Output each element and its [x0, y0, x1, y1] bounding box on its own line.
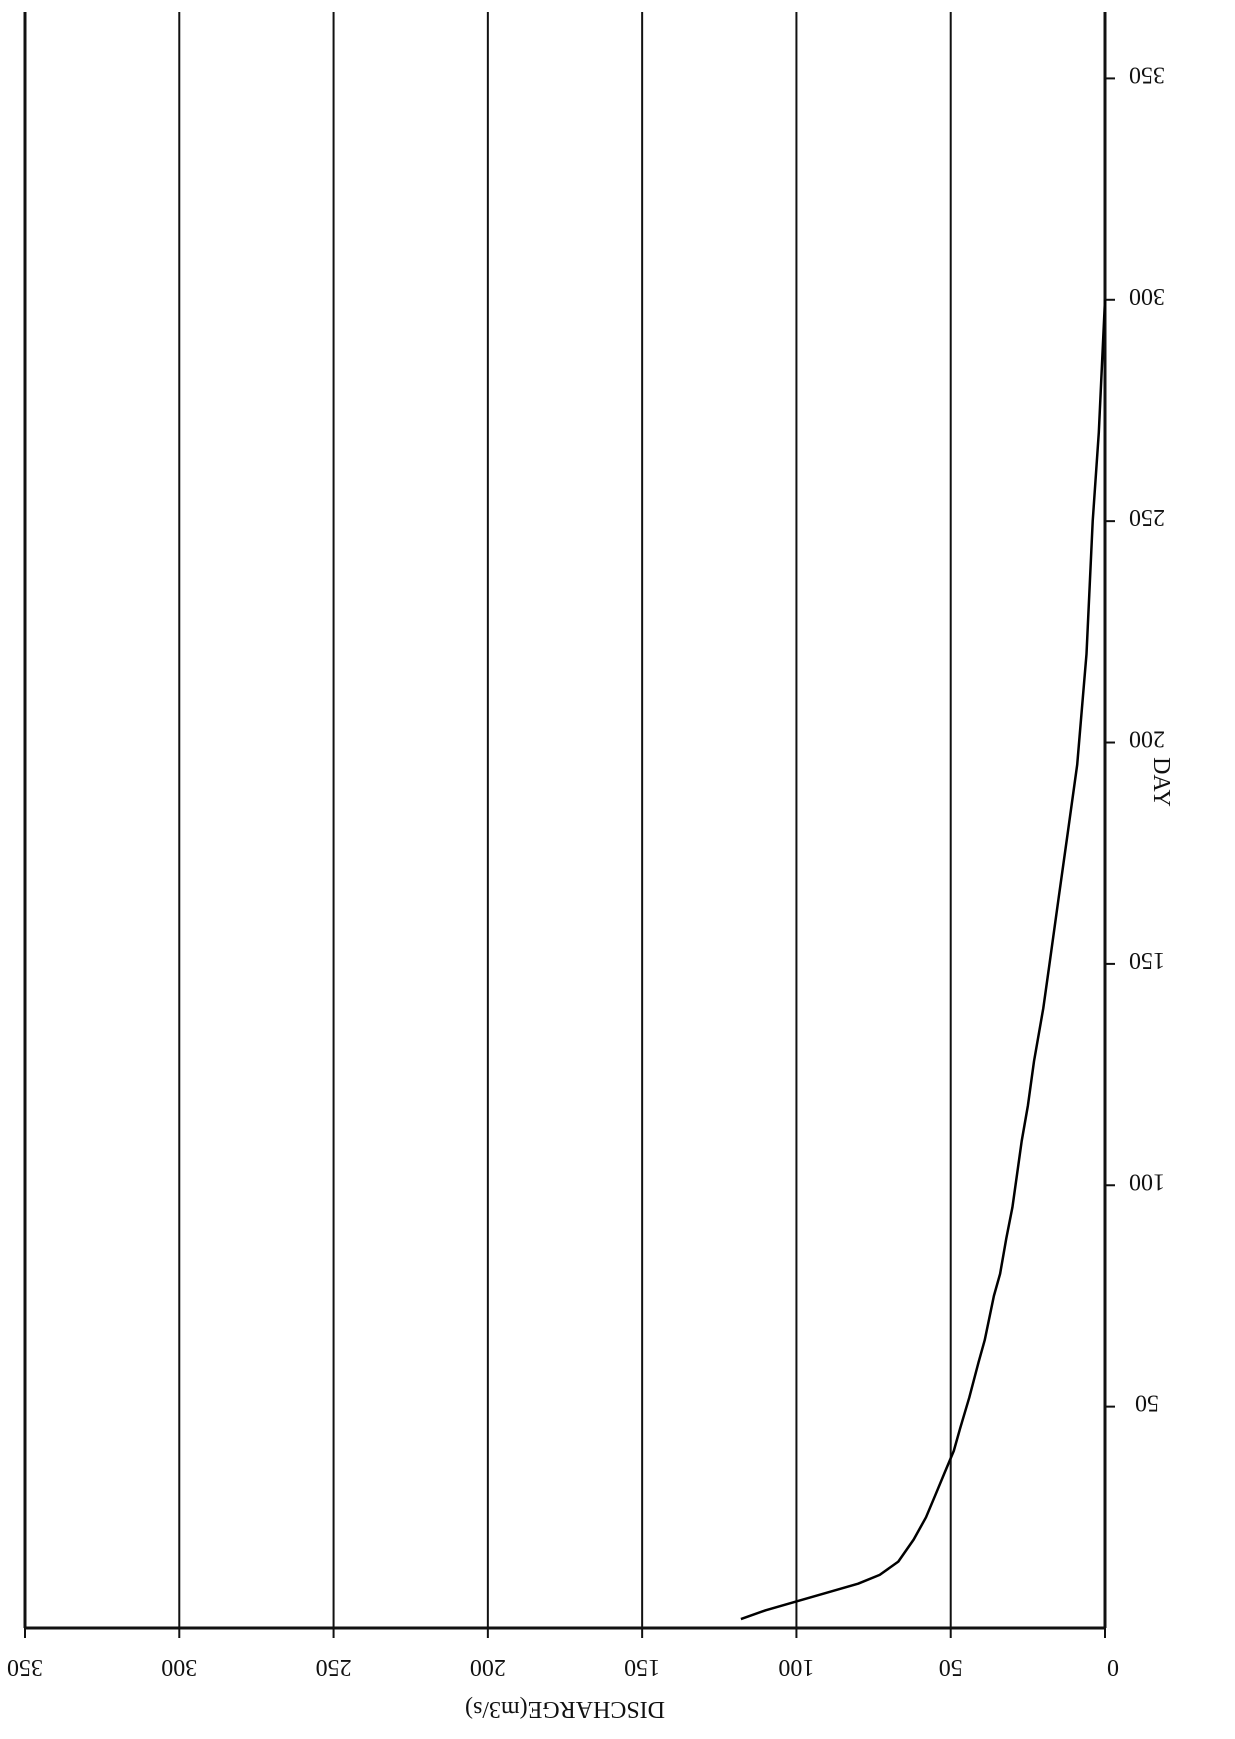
y-axis-title: DAY [1148, 757, 1174, 807]
y-tick-label-50: 50 [1135, 1390, 1159, 1416]
x-tick-label-100: 100 [778, 1654, 814, 1680]
y-tick-labels: 50 100 150 200 250 300 350 [1129, 61, 1165, 1415]
y-tick-label-100: 100 [1129, 1168, 1165, 1194]
y-tick-label-350: 350 [1129, 61, 1165, 87]
gridlines [24, 12, 952, 1628]
plot-area: 0 50 100 150 200 250 300 350 50 100 150 200 250 300 3… [7, 12, 1165, 1680]
x-tick-label-50: 50 [939, 1654, 963, 1680]
y-tick-label-300: 300 [1129, 283, 1165, 309]
y-tick-label-200: 200 [1129, 726, 1165, 752]
y-tick-label-250: 250 [1129, 504, 1165, 530]
x-axis-title: DISCHARGE(m3/s) [465, 1696, 665, 1722]
x-tick-label-150: 150 [624, 1654, 660, 1680]
x-tick-labels: 0 50 100 150 200 250 300 350 [7, 1654, 1119, 1680]
x-tick-label-250: 250 [316, 1654, 352, 1680]
y-tick-label-150: 150 [1129, 947, 1165, 973]
axes [23, 12, 1115, 1638]
series-line-0 [740, 299, 1107, 1621]
x-tick-label-200: 200 [470, 1654, 506, 1680]
series-group [740, 299, 1107, 1621]
x-tick-label-0: 0 [1107, 1654, 1119, 1680]
x-tick-label-300: 300 [161, 1654, 197, 1680]
x-tick-label-350: 350 [7, 1654, 43, 1680]
